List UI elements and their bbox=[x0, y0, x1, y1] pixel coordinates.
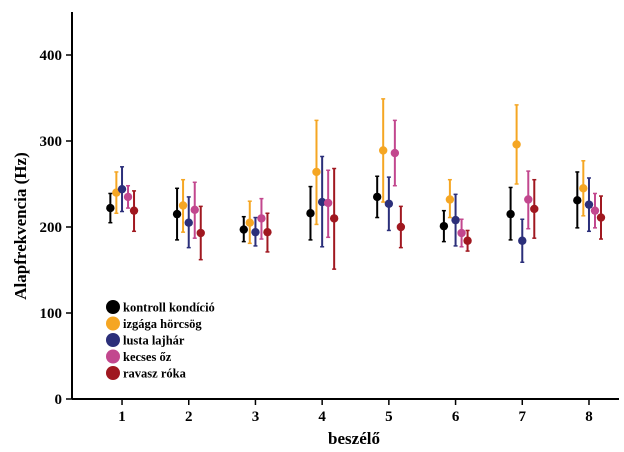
x-tick-label: 2 bbox=[185, 409, 193, 425]
mean-point bbox=[251, 227, 260, 237]
mean-point bbox=[590, 206, 600, 215]
legend: kontroll kondíció izgága hörcsög lusta laj… bbox=[106, 300, 215, 381]
x-tick-label: 1 bbox=[118, 409, 126, 425]
mean-point bbox=[106, 203, 115, 213]
mean-point bbox=[390, 148, 400, 158]
mean-point bbox=[463, 236, 472, 245]
mean-point bbox=[239, 225, 248, 234]
legend-swatch bbox=[106, 366, 120, 380]
mean-point bbox=[245, 218, 254, 227]
legend-label: lusta lajhár bbox=[123, 334, 185, 348]
legend-item: kontroll kondíció bbox=[106, 300, 215, 315]
legend-item: kecses őz bbox=[106, 349, 172, 364]
mean-point bbox=[263, 227, 272, 237]
legend-label: ravasz róka bbox=[123, 367, 187, 381]
mean-point bbox=[518, 236, 527, 245]
mean-point bbox=[178, 201, 188, 210]
mean-point bbox=[573, 196, 582, 205]
x-axis-title: beszélő bbox=[328, 429, 380, 448]
x-tick-label: 4 bbox=[318, 409, 326, 425]
y-tick-label: 0 bbox=[55, 392, 63, 408]
y-tick-label: 400 bbox=[40, 48, 63, 64]
mean-point bbox=[329, 214, 339, 223]
mean-point bbox=[129, 206, 139, 215]
legend-item: izgága hörcsög bbox=[106, 316, 202, 331]
legend-swatch bbox=[106, 333, 120, 347]
series-1 bbox=[106, 171, 582, 243]
x-tick-label: 7 bbox=[519, 409, 527, 425]
series-3 bbox=[117, 155, 594, 264]
mean-point bbox=[384, 199, 394, 208]
mean-point bbox=[378, 146, 388, 155]
mean-point bbox=[117, 184, 127, 194]
mean-point bbox=[506, 209, 515, 219]
legend-swatch bbox=[106, 316, 120, 331]
mean-point bbox=[512, 140, 521, 149]
series-5 bbox=[129, 167, 606, 270]
mean-point bbox=[596, 213, 606, 222]
mean-point bbox=[451, 215, 460, 225]
mean-point bbox=[584, 200, 594, 209]
series-layer bbox=[106, 98, 606, 270]
mean-point bbox=[190, 205, 199, 214]
legend-swatch bbox=[106, 300, 120, 314]
mean-point bbox=[530, 204, 539, 214]
x-axis: 1 2 3 4 5 6 7 8 bbox=[72, 398, 619, 425]
mean-point bbox=[457, 228, 466, 238]
series-4 bbox=[123, 119, 600, 248]
mean-point bbox=[445, 195, 455, 204]
legend-label: kontroll kondíció bbox=[123, 301, 215, 315]
mean-point bbox=[257, 214, 266, 223]
mean-point bbox=[306, 209, 315, 218]
x-tick-label: 6 bbox=[452, 409, 460, 425]
mean-point bbox=[196, 228, 205, 238]
legend-label: kecses őz bbox=[123, 350, 172, 364]
legend-label: izgága hörcsög bbox=[123, 317, 202, 331]
legend-swatch bbox=[106, 349, 120, 364]
mean-point bbox=[372, 192, 382, 202]
mean-point bbox=[579, 184, 588, 193]
mean-point bbox=[323, 198, 333, 208]
y-tick-label: 300 bbox=[40, 134, 63, 150]
y-tick-label: 200 bbox=[40, 220, 63, 236]
mean-point bbox=[312, 167, 321, 177]
x-tick-label: 3 bbox=[252, 409, 260, 425]
mean-point bbox=[396, 222, 406, 232]
mean-point bbox=[439, 221, 449, 231]
mean-point bbox=[172, 209, 182, 219]
legend-item: lusta lajhár bbox=[106, 333, 185, 348]
mean-point bbox=[123, 192, 133, 202]
legend-item: ravasz róka bbox=[106, 366, 187, 381]
series-2 bbox=[112, 98, 588, 245]
mean-point bbox=[524, 195, 533, 204]
mean-point bbox=[184, 218, 193, 227]
y-axis-title: Alapfrekvencia (Hz) bbox=[11, 152, 30, 299]
x-tick-label: 8 bbox=[585, 409, 593, 425]
y-axis: 0 100 200 300 400 bbox=[40, 12, 73, 408]
y-tick-label: 100 bbox=[40, 306, 63, 322]
x-tick-label: 5 bbox=[385, 409, 393, 425]
